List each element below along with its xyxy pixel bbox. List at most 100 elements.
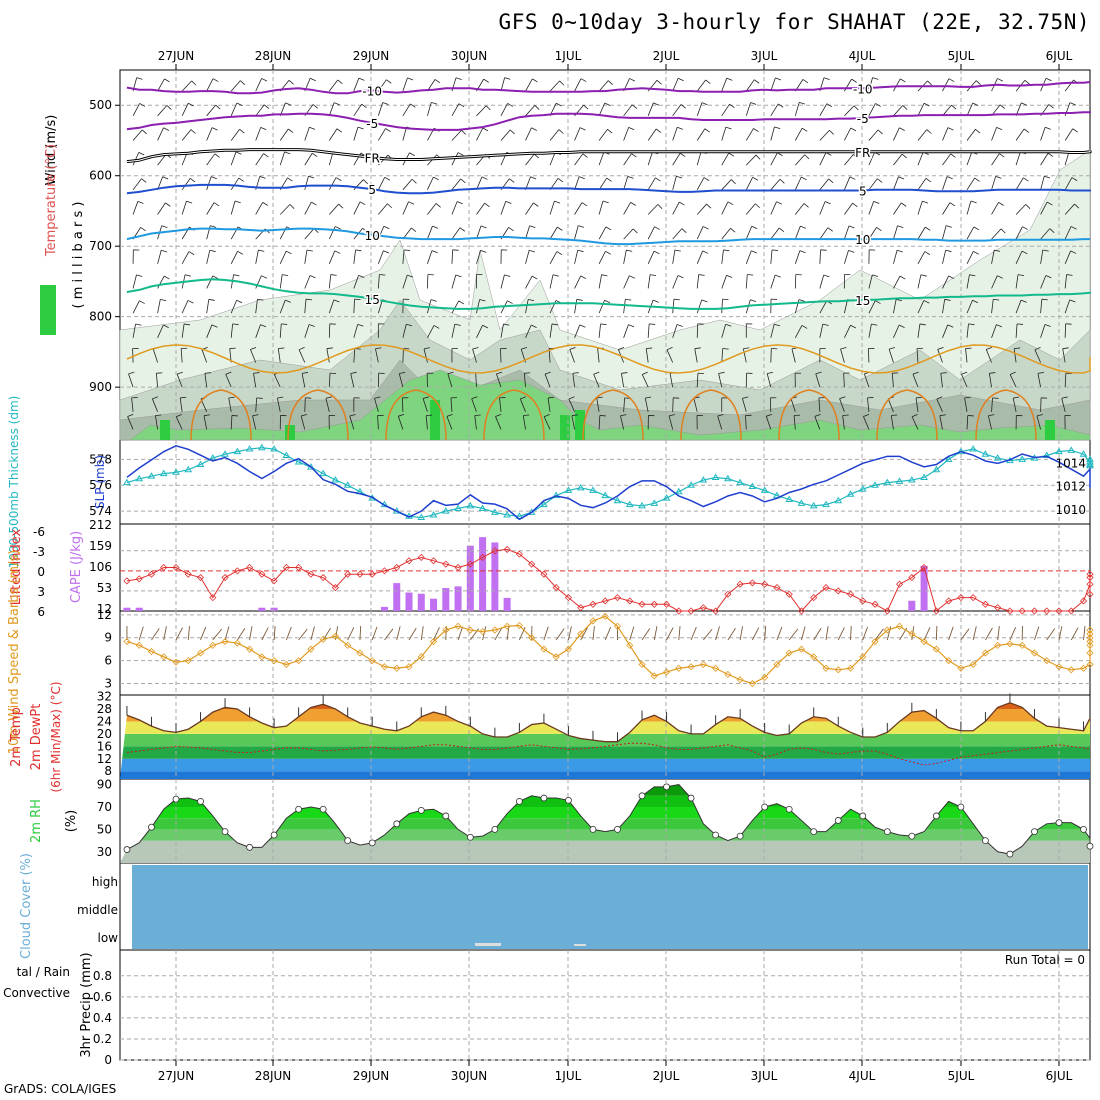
wind-barb [721, 228, 731, 240]
wind-barb [814, 416, 821, 430]
wind-barb [476, 225, 482, 240]
wind-barb-flag [676, 324, 683, 327]
wind-barb [863, 416, 870, 430]
wind10m-marker [773, 660, 781, 669]
wind-barb-flag [948, 275, 955, 280]
wind-barb [325, 398, 330, 412]
wind-barb-flag [629, 78, 636, 82]
wind-barb [620, 415, 625, 430]
thickness-marker [625, 500, 634, 508]
precip-tick: 0.8 [93, 969, 112, 983]
wind-barb [942, 104, 952, 117]
wind-barb [721, 126, 727, 141]
wind-barb [966, 200, 972, 215]
wind10m-marker [380, 663, 389, 671]
cloud-cover-area [132, 865, 1088, 949]
wind-barb [157, 275, 165, 289]
lifted-marker [920, 563, 928, 572]
wind-barb-flag [621, 372, 628, 374]
wind-barb [402, 126, 407, 141]
wind-barb [819, 249, 821, 264]
wind-barb [181, 201, 187, 215]
wind-barb-flag [359, 201, 366, 206]
wind-barb-flag [447, 371, 454, 375]
wind-barb [647, 204, 659, 215]
wind-barb-flag [136, 77, 143, 80]
wind-barb [230, 177, 240, 191]
thickness-marker [1086, 461, 1094, 469]
temp-tick: 20 [97, 727, 112, 741]
wind-barb [966, 415, 969, 430]
wind-barb-flag [986, 347, 993, 350]
axis-label-wind10m: 10m Wind Speed & Barbs (m/s) [7, 550, 22, 755]
wind10m-marker [295, 657, 303, 665]
wind-barb-flag [250, 347, 257, 350]
grads-credit: GrADS: COLA/IGES [4, 1082, 117, 1096]
wind-barb-flag [1017, 274, 1025, 277]
wind-barb-flag [924, 251, 931, 255]
wind-barb-flag [233, 274, 240, 277]
wind-barb-flag [529, 249, 536, 253]
wind-barb [598, 177, 608, 191]
wind-barb [446, 416, 453, 430]
thickness-marker [576, 483, 585, 491]
lifted-marker [160, 563, 168, 572]
wind-barb [374, 398, 379, 412]
cape-bar [454, 586, 462, 611]
wind-barb-flag [430, 299, 437, 302]
lifted-marker [417, 553, 425, 562]
wind-barb [916, 348, 919, 363]
axis-label-cape: CAPE (J/kg) [69, 531, 84, 603]
wind-barb-flag [947, 127, 954, 131]
wind-barb [942, 78, 950, 92]
wind10m-marker [209, 641, 217, 649]
wind-barb-flag [140, 227, 146, 232]
wind-barb [230, 151, 237, 166]
thickness-marker [208, 454, 217, 461]
wind-barb-flag [728, 152, 735, 157]
wind-barb-flag [698, 274, 705, 276]
wind-barb-flag [996, 127, 1003, 131]
wind10m-barb [727, 628, 736, 641]
wind10m-barb [396, 626, 401, 641]
wind-barb-flag [1021, 250, 1028, 255]
wind-barb-flag [620, 414, 627, 417]
wind-barb-flag [214, 153, 220, 158]
lifted-marker [1086, 573, 1094, 582]
wind-barb-flag [209, 249, 216, 253]
lifted-marker [515, 550, 523, 558]
wind-barb-flag [496, 371, 503, 375]
wind-barb [228, 397, 232, 412]
wind10m-barb [972, 626, 977, 641]
wind-barb-flag [384, 176, 391, 181]
wind-barb [353, 348, 356, 363]
wind-barb-flag [357, 323, 364, 327]
rh-line [126, 784, 1091, 855]
thickness-marker [809, 501, 818, 509]
lifted-marker [687, 607, 695, 615]
wind-barb [1040, 228, 1051, 240]
wind-barb-flag [1024, 79, 1030, 85]
wind-barb [255, 202, 264, 215]
wind-barb [745, 226, 753, 240]
wind-barb-flag [458, 103, 465, 108]
wind-barb [961, 374, 968, 388]
wind-barb [132, 152, 140, 166]
wind-barb-flag [481, 176, 488, 180]
wind10m-marker [613, 622, 622, 630]
cape-tick: 53 [97, 581, 112, 595]
wind-barb-flag [975, 128, 981, 134]
wind-barb [574, 225, 579, 240]
isotherm-5 [126, 183, 1091, 195]
wind-barb [525, 127, 532, 141]
wind10m-marker [1086, 630, 1094, 638]
rh-marker [614, 826, 621, 833]
wind-barb [304, 249, 308, 264]
rh-high-spot [1045, 420, 1055, 440]
wind-barb-flag [596, 396, 603, 399]
wind-barb [568, 398, 575, 412]
isotherm-20 [126, 344, 1091, 374]
wind10m-marker [932, 645, 940, 653]
wind-barb [794, 225, 801, 240]
rh-marker [172, 795, 180, 803]
